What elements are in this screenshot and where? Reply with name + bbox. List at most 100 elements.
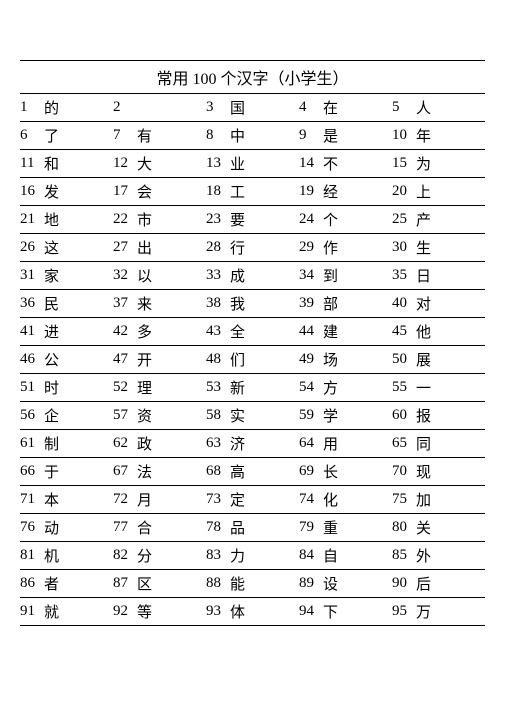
cell-number: 67 <box>113 463 133 480</box>
table-cell: 65同 <box>392 433 485 454</box>
cell-character: 品 <box>230 517 245 538</box>
cell-character: 济 <box>230 433 245 454</box>
cell-number: 69 <box>299 463 319 480</box>
cell-character: 这 <box>44 237 59 258</box>
table-cell: 59学 <box>299 405 392 426</box>
table-cell: 25产 <box>392 209 485 230</box>
cell-number: 15 <box>392 155 412 172</box>
cell-number: 4 <box>299 99 319 116</box>
cell-number: 59 <box>299 407 319 424</box>
cell-number: 5 <box>392 99 412 116</box>
table-cell: 35日 <box>392 265 485 286</box>
table-cell: 92等 <box>113 601 206 622</box>
cell-character: 们 <box>230 349 245 370</box>
table-cell: 61制 <box>20 433 113 454</box>
cell-character: 展 <box>416 349 431 370</box>
table-row: 21地22市23要24个25产 <box>20 205 485 233</box>
cell-character: 民 <box>44 293 59 314</box>
cell-number: 77 <box>113 519 133 536</box>
cell-character: 个 <box>323 209 338 230</box>
cell-character: 建 <box>323 321 338 342</box>
cell-number: 16 <box>20 183 40 200</box>
table-cell: 48们 <box>206 349 299 370</box>
cell-character: 理 <box>137 377 152 398</box>
table-cell: 67法 <box>113 461 206 482</box>
cell-number: 34 <box>299 267 319 284</box>
cell-number: 86 <box>20 575 40 592</box>
table-cell: 78品 <box>206 517 299 538</box>
table-row: 16发17会18工19经20上 <box>20 177 485 205</box>
cell-number: 24 <box>299 211 319 228</box>
cell-number: 88 <box>206 575 226 592</box>
cell-number: 72 <box>113 491 133 508</box>
cell-number: 42 <box>113 323 133 340</box>
table-cell: 50展 <box>392 349 485 370</box>
cell-character: 万 <box>416 601 431 622</box>
table-cell: 16发 <box>20 181 113 202</box>
table-cell: 47开 <box>113 349 206 370</box>
table-cell: 3国 <box>206 97 299 118</box>
table-cell: 40对 <box>392 293 485 314</box>
cell-character: 经 <box>323 181 338 202</box>
table-cell: 1的 <box>20 97 113 118</box>
cell-number: 43 <box>206 323 226 340</box>
cell-number: 30 <box>392 239 412 256</box>
table-cell: 82分 <box>113 545 206 566</box>
table-cell: 23要 <box>206 209 299 230</box>
cell-number: 32 <box>113 267 133 284</box>
table-cell: 76动 <box>20 517 113 538</box>
cell-number: 7 <box>113 127 133 144</box>
table-cell: 15为 <box>392 153 485 174</box>
table-cell: 28行 <box>206 237 299 258</box>
table-cell: 14不 <box>299 153 392 174</box>
cell-character: 发 <box>44 181 59 202</box>
cell-character: 对 <box>416 293 431 314</box>
cell-number: 3 <box>206 99 226 116</box>
table-cell: 45他 <box>392 321 485 342</box>
cell-character: 报 <box>416 405 431 426</box>
cell-character: 部 <box>323 293 338 314</box>
cell-character: 方 <box>323 377 338 398</box>
table-title: 常用 100 个汉字（小学生） <box>20 60 485 93</box>
table-body: 1的23国4在5人6了7有8中9是10年11和12大13业14不15为16发17… <box>20 93 485 626</box>
table-row: 66于67法68高69长70现 <box>20 457 485 485</box>
cell-character: 动 <box>44 517 59 538</box>
cell-number: 58 <box>206 407 226 424</box>
cell-character: 化 <box>323 489 338 510</box>
cell-character: 有 <box>137 125 152 146</box>
cell-character: 分 <box>137 545 152 566</box>
table-cell: 93体 <box>206 601 299 622</box>
cell-number: 54 <box>299 379 319 396</box>
table-cell: 8中 <box>206 125 299 146</box>
table-cell: 46公 <box>20 349 113 370</box>
cell-number: 36 <box>20 295 40 312</box>
table-cell: 69长 <box>299 461 392 482</box>
cell-character: 新 <box>230 377 245 398</box>
table-cell: 4在 <box>299 97 392 118</box>
cell-character: 企 <box>44 405 59 426</box>
cell-character: 业 <box>230 153 245 174</box>
table-cell: 55一 <box>392 377 485 398</box>
cell-number: 23 <box>206 211 226 228</box>
cell-character: 用 <box>323 433 338 454</box>
cell-character: 力 <box>230 545 245 566</box>
table-cell: 30生 <box>392 237 485 258</box>
table-cell: 80关 <box>392 517 485 538</box>
cell-character: 机 <box>44 545 59 566</box>
cell-character: 外 <box>416 545 431 566</box>
cell-number: 56 <box>20 407 40 424</box>
cell-number: 29 <box>299 239 319 256</box>
cell-character: 家 <box>44 265 59 286</box>
cell-number: 8 <box>206 127 226 144</box>
cell-number: 1 <box>20 99 40 116</box>
table-row: 11和12大13业14不15为 <box>20 149 485 177</box>
cell-number: 71 <box>20 491 40 508</box>
cell-character: 政 <box>137 433 152 454</box>
cell-character: 现 <box>416 461 431 482</box>
table-cell: 49场 <box>299 349 392 370</box>
table-row: 1的23国4在5人 <box>20 93 485 121</box>
cell-character: 上 <box>416 181 431 202</box>
table-row: 26这27出28行29作30生 <box>20 233 485 261</box>
table-cell: 2 <box>113 97 206 118</box>
table-cell: 44建 <box>299 321 392 342</box>
